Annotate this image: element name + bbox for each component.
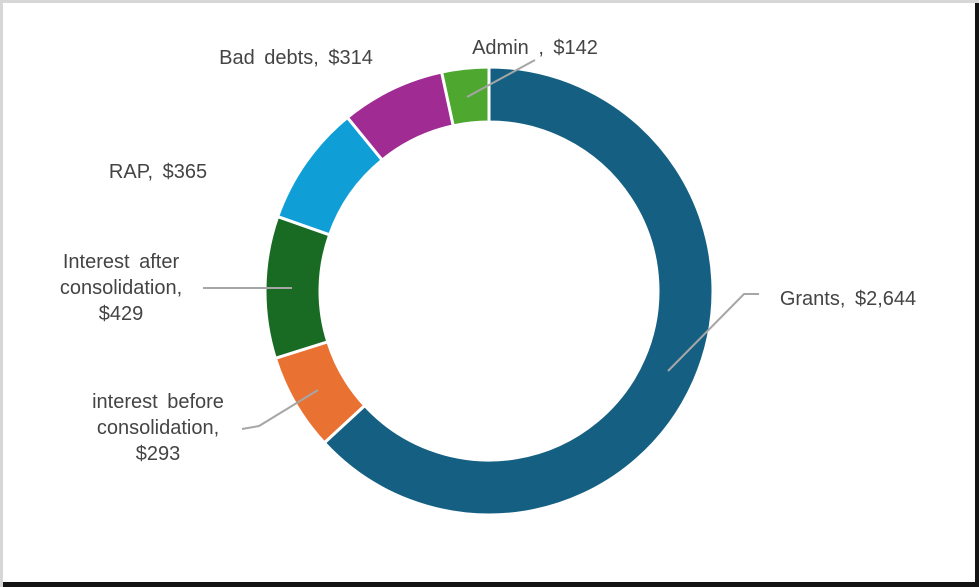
data-label-text: Grants, $2,644	[779, 288, 917, 310]
data-label-rap: RAP, $365	[109, 159, 207, 185]
leader-line-grants	[667, 293, 759, 372]
data-label-text: Interest after	[62, 251, 180, 273]
data-label-text: consolidation,	[96, 417, 220, 439]
data-label-interest-after: Interest after consolidation, $429	[60, 249, 182, 327]
data-label-text: $293	[135, 443, 181, 465]
data-label-text: Admin , $142	[472, 37, 598, 59]
leader-line-interest-before	[241, 389, 319, 430]
data-label-text: consolidation,	[59, 277, 183, 299]
data-label-text: Bad debts, $314	[219, 47, 373, 69]
data-label-bad-debts: Bad debts, $314	[219, 45, 373, 71]
donut-slice-admin[interactable]	[439, 65, 491, 128]
data-label-text: $429	[98, 303, 144, 325]
data-label-interest-before: interest before consolidation, $293	[92, 389, 224, 467]
data-label-text: interest before	[92, 391, 224, 413]
data-label-text: RAP, $365	[108, 161, 208, 183]
data-label-admin: Admin , $142	[472, 35, 598, 61]
data-label-grants: Grants, $2,644	[780, 286, 916, 312]
leader-line-admin	[466, 59, 536, 98]
donut-slice-grants[interactable]	[322, 65, 715, 517]
